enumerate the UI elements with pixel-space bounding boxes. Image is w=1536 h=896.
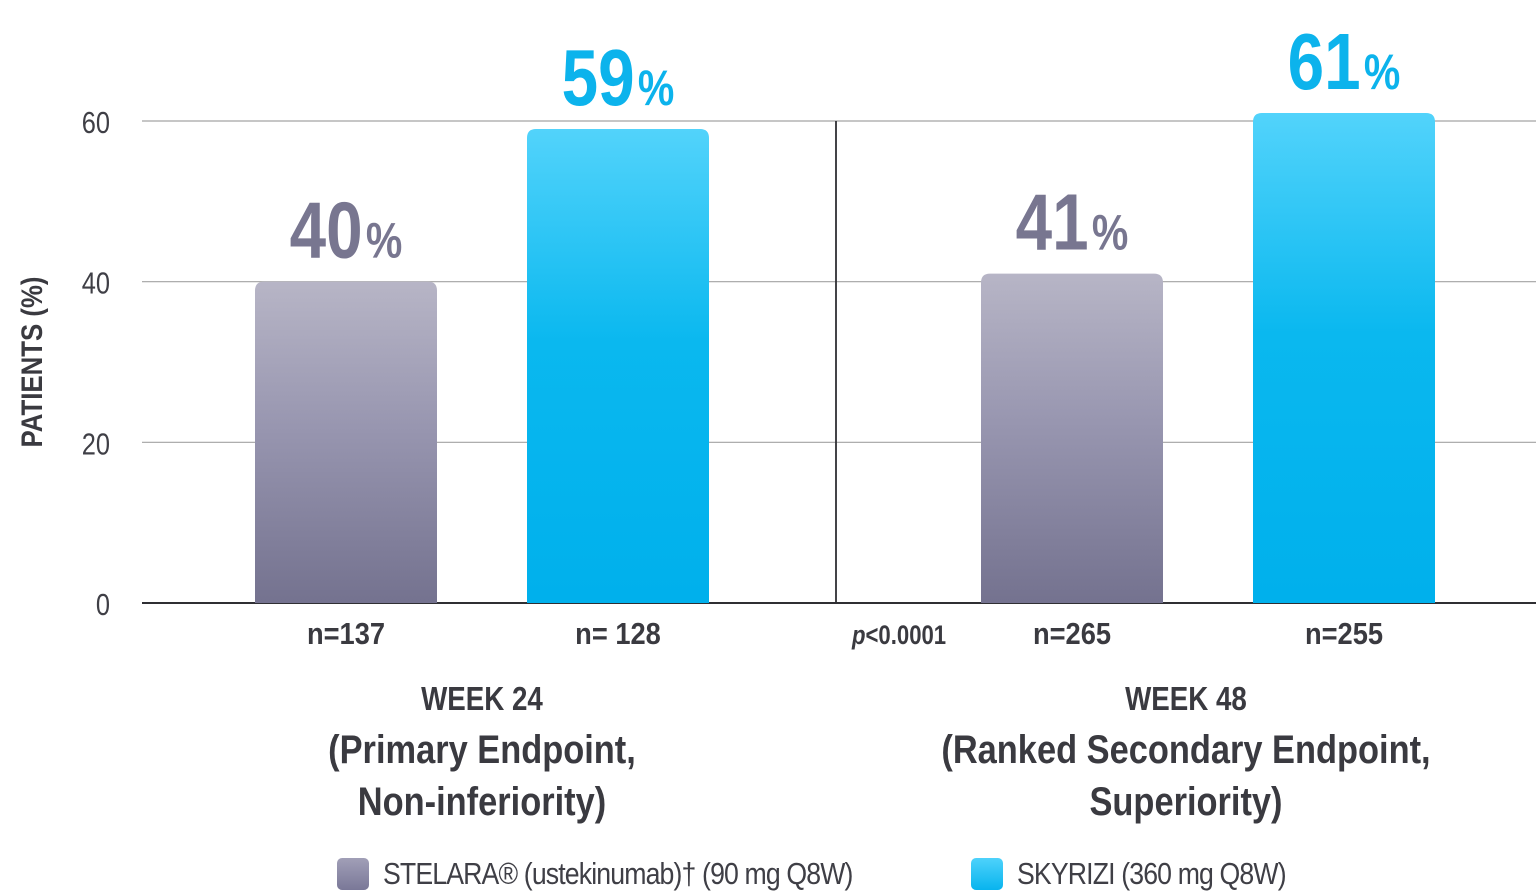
bar-stelara-week48: [981, 273, 1163, 603]
bar-skyrizi-week24: [527, 129, 709, 604]
legend-item-stelara: STELARA® (ustekinumab)† (90 mg Q8W): [337, 856, 929, 892]
group-subtitle-line2: Superiority): [1089, 779, 1282, 824]
group-subtitle-line2: Non-inferiority): [358, 779, 606, 824]
bar-value-label: 41%: [1016, 177, 1129, 267]
n-label: n=137: [307, 617, 385, 651]
labels: 0 20 40 60 PATIENTS (%) 40% n=137 59% n= 128 WEEK…: [15, 17, 1430, 824]
bar-value-label: 61%: [1288, 17, 1401, 107]
group-title: WEEK 24: [421, 681, 543, 718]
group-subtitle-line1: (Ranked Secondary Endpoint,: [941, 727, 1430, 772]
legend-item-skyrizi: SKYRIZI (360 mg Q8W): [971, 856, 1329, 892]
legend-label-stelara: STELARA® (ustekinumab)† (90 mg Q8W): [383, 856, 853, 891]
legend-label-skyrizi: SKYRIZI (360 mg Q8W): [1017, 856, 1287, 891]
bar-value-label: 59%: [562, 33, 675, 123]
n-label: n= 128: [575, 617, 661, 651]
bar-skyrizi-week48: [1253, 112, 1435, 603]
legend-swatch-skyrizi: [971, 858, 1003, 890]
y-axis-label: PATIENTS (%): [15, 277, 48, 448]
bars: [255, 112, 1435, 604]
p-value-annotation: p<0.0001: [851, 621, 946, 651]
bar-value-label: 40%: [290, 185, 403, 275]
y-tick-label: 60: [82, 106, 110, 141]
legend-swatch-stelara: [337, 858, 369, 890]
bar-stelara-week24: [255, 281, 437, 603]
y-tick-label: 0: [96, 588, 110, 623]
legend: STELARA® (ustekinumab)† (90 mg Q8W) SKYR…: [0, 852, 1536, 896]
n-label: n=265: [1033, 617, 1111, 651]
group-subtitle-line1: (Primary Endpoint,: [328, 727, 636, 772]
n-label: n=255: [1305, 617, 1383, 651]
group-title: WEEK 48: [1125, 681, 1247, 718]
y-tick-label: 20: [82, 427, 110, 462]
y-tick-label: 40: [82, 266, 110, 301]
